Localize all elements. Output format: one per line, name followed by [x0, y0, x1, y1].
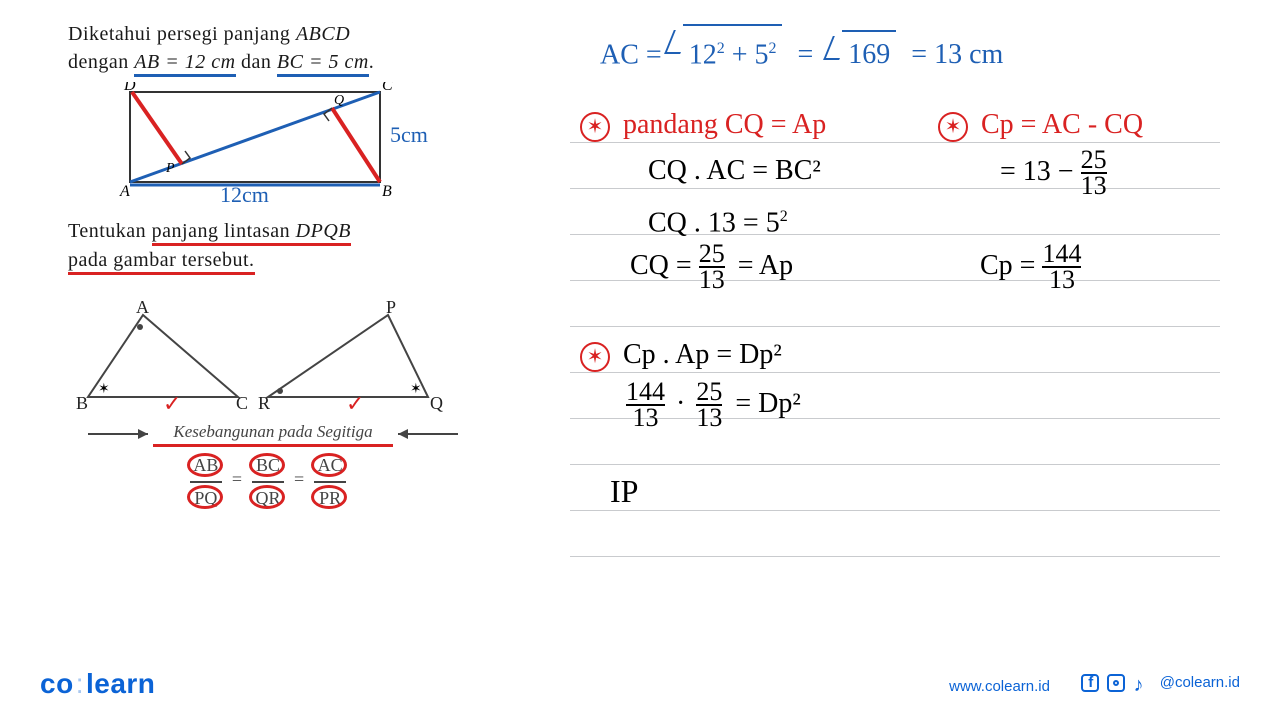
problem-ab: AB = 12 cm	[134, 51, 235, 77]
frac-1: AB PQ	[184, 455, 228, 509]
problem-line2-e: .	[369, 51, 375, 73]
problem-ab-text: AB = 12 cm	[134, 51, 235, 73]
site-url[interactable]: www.colearn.id	[949, 678, 1050, 695]
sqrt-2: 169	[828, 30, 896, 78]
task-c-em: DPQB	[296, 220, 351, 242]
similarity-caption: Kesebangunan pada Segitiga	[153, 422, 393, 447]
step-b-header: ✶ Cp = AC - CQ	[938, 102, 1143, 148]
frac-2: BC QR	[246, 455, 290, 509]
svg-text:C: C	[382, 82, 393, 94]
similarity-fractions: AB PQ = BC QR = AC PR	[68, 455, 468, 515]
tri-R: R	[258, 393, 270, 414]
cq-eq: CQ =	[630, 250, 692, 281]
figure-triangles: ✶ ✶ A B C P R Q ✓ ✓	[68, 297, 448, 417]
step-a-header: ✶ pandang CQ = Ap	[580, 102, 826, 148]
right-column: AC = 122 + 52 = 169 = 13 cm ✶ pandang CQ…	[570, 20, 1250, 580]
tri-Q: Q	[430, 393, 443, 414]
svg-text:A: A	[119, 183, 130, 200]
socials: ♪ @colearn.id	[1081, 674, 1240, 692]
svg-text:B: B	[382, 183, 392, 200]
svg-text:Q: Q	[334, 93, 344, 108]
task-c: DPQB	[296, 220, 351, 246]
task-b: panjang lintasan	[152, 220, 296, 246]
logo-mid: :	[76, 668, 84, 699]
svg-text:P: P	[165, 161, 175, 176]
svg-text:D: D	[123, 82, 136, 94]
step-b-line1: = 13 − 2513	[1000, 148, 1107, 198]
tri-B: B	[76, 393, 88, 414]
frac-3: AC PR	[308, 455, 352, 509]
page: Diketahui persegi panjang ABCD dengan AB…	[0, 0, 1280, 720]
tri-P: P	[386, 297, 396, 318]
sc-dot: ·	[676, 388, 685, 419]
sb-eq: = 13 −	[1000, 156, 1074, 187]
step-c-header: ✶ Cp . Ap = Dp²	[580, 332, 782, 378]
star-b-icon: ✶	[938, 112, 968, 142]
tri-A: A	[136, 297, 149, 318]
work-ac: AC = 122 + 52 = 169 = 13 cm	[600, 24, 1003, 78]
figure-rectangle: D C A B P Q 5cm 12cm	[110, 82, 420, 207]
problem-line1-b: ABCD	[296, 23, 350, 45]
problem-line1-a: Diketahui persegi panjang	[68, 23, 296, 45]
problem-bc: BC = 5 cm	[277, 51, 369, 77]
sb-frac: 2513	[1081, 148, 1107, 198]
sqrt-1: 122 + 52	[669, 24, 783, 78]
ac-eq1: =	[797, 39, 813, 70]
work-ip: IP	[610, 468, 638, 514]
cp-eq: Cp =	[980, 250, 1035, 281]
check-1: ✓	[163, 391, 181, 417]
task-a: Tentukan	[68, 220, 152, 242]
problem-line2-c: dan	[236, 51, 277, 73]
step-b-line2: Cp = 14413	[980, 242, 1081, 292]
frac-eq2: =	[294, 469, 304, 490]
footer: co:learn www.colearn.id ♪ @colearn.id	[0, 664, 1280, 704]
step-a-title: pandang CQ = Ap	[623, 109, 826, 140]
social-handle[interactable]: @colearn.id	[1160, 674, 1240, 691]
frac-eq1: =	[232, 469, 242, 490]
cp-frac: 14413	[1042, 242, 1081, 292]
task-statement: Tentukan panjang lintasan DPQB pada gamb…	[68, 217, 518, 275]
star-c-icon: ✶	[580, 342, 610, 372]
logo-b: learn	[86, 668, 155, 699]
ruled-area: AC = 122 + 52 = 169 = 13 cm ✶ pandang CQ…	[570, 20, 1250, 580]
label-5cm: 5cm	[390, 122, 428, 148]
step-a-line3: CQ = 2513 = Ap	[630, 242, 793, 292]
tri-C: C	[236, 393, 248, 414]
left-column: Diketahui persegi panjang ABCD dengan AB…	[68, 20, 518, 515]
sc-frac2: 2513	[696, 380, 722, 430]
logo: co:learn	[40, 668, 155, 700]
problem-line2-a: dengan	[68, 51, 134, 73]
ac-a: AC =	[600, 39, 662, 70]
step-b-title: Cp = AC - CQ	[981, 109, 1143, 140]
task-d: pada gambar tersebut.	[68, 249, 255, 275]
cq-tail: = Ap	[738, 250, 793, 281]
problem-bc-text: BC = 5 cm	[277, 51, 369, 73]
svg-text:✶: ✶	[410, 382, 422, 397]
sc-frac1: 14413	[626, 380, 665, 430]
label-12cm: 12cm	[220, 182, 269, 208]
step-a-line1: CQ . AC = BC²	[648, 148, 821, 194]
facebook-icon[interactable]	[1081, 674, 1099, 692]
svg-text:✶: ✶	[98, 382, 110, 397]
problem-statement: Diketahui persegi panjang ABCD dengan AB…	[68, 20, 518, 76]
ac-tail: = 13 cm	[911, 39, 1003, 70]
check-2: ✓	[346, 391, 364, 417]
logo-a: co	[40, 668, 74, 699]
arrow-row: Kesebangunan pada Segitiga	[68, 419, 468, 449]
step-c-line1: 14413 · 2513 = Dp²	[626, 380, 801, 430]
instagram-icon[interactable]	[1107, 674, 1125, 692]
tiktok-icon[interactable]: ♪	[1134, 674, 1152, 692]
step-c-title: Cp . Ap = Dp²	[623, 339, 782, 370]
star-a-icon: ✶	[580, 112, 610, 142]
cq-frac: 2513	[699, 242, 725, 292]
sc-tail: = Dp²	[735, 388, 800, 419]
